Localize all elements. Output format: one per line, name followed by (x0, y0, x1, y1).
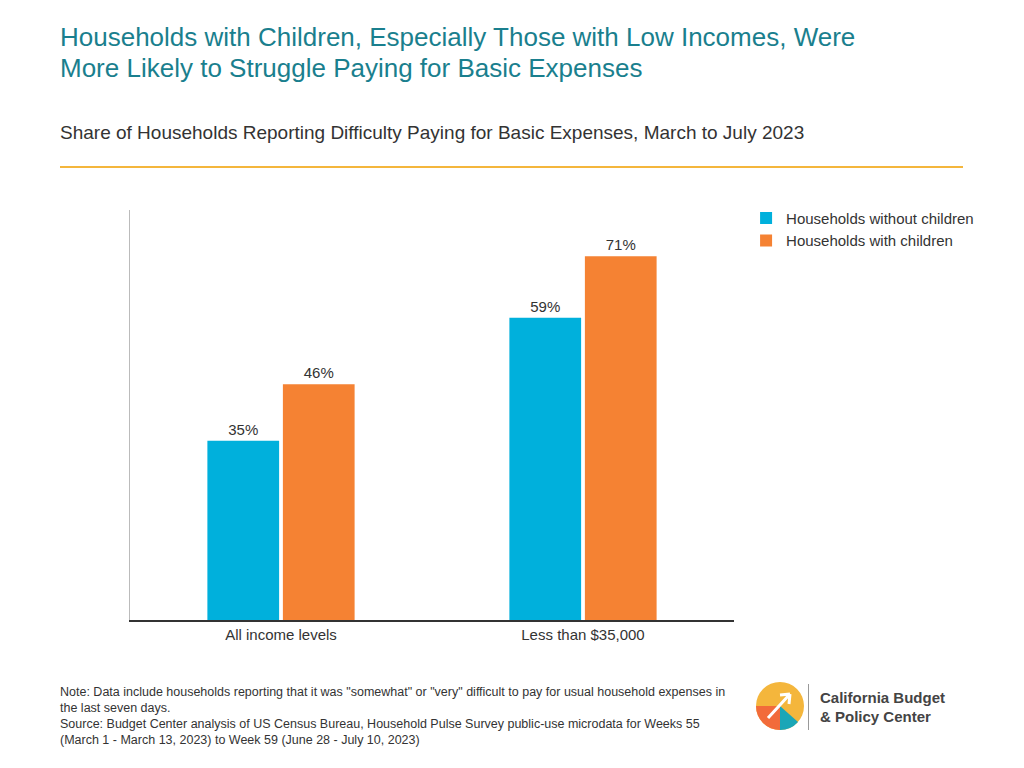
html-text:California Budget: California Budget (820, 689, 945, 706)
svg-text:Households with children: Households with children (786, 232, 953, 249)
html-text:Note: Data include households: Note: Data include households reporting … (60, 685, 726, 715)
svg-text:46%: 46% (304, 364, 334, 381)
html-text:Source: Budget Center analysis: Source: Budget Center analysis of US Cen… (60, 717, 700, 747)
svg-text:Less than $35,000: Less than $35,000 (521, 626, 644, 643)
html-text:Households with Children, Espe: Households with Children, Especially Tho… (60, 22, 856, 83)
svg-text:59%: 59% (530, 298, 560, 315)
svg-text:All income levels: All income levels (225, 626, 337, 643)
svg-text:35%: 35% (228, 421, 258, 438)
html-text:& Policy Center: & Policy Center (820, 708, 931, 725)
html-text:Share of Households Reporting: Share of Households Reporting Difficulty… (60, 122, 805, 143)
svg-text:Households without children: Households without children (786, 210, 974, 227)
svg-text:71%: 71% (606, 236, 636, 253)
